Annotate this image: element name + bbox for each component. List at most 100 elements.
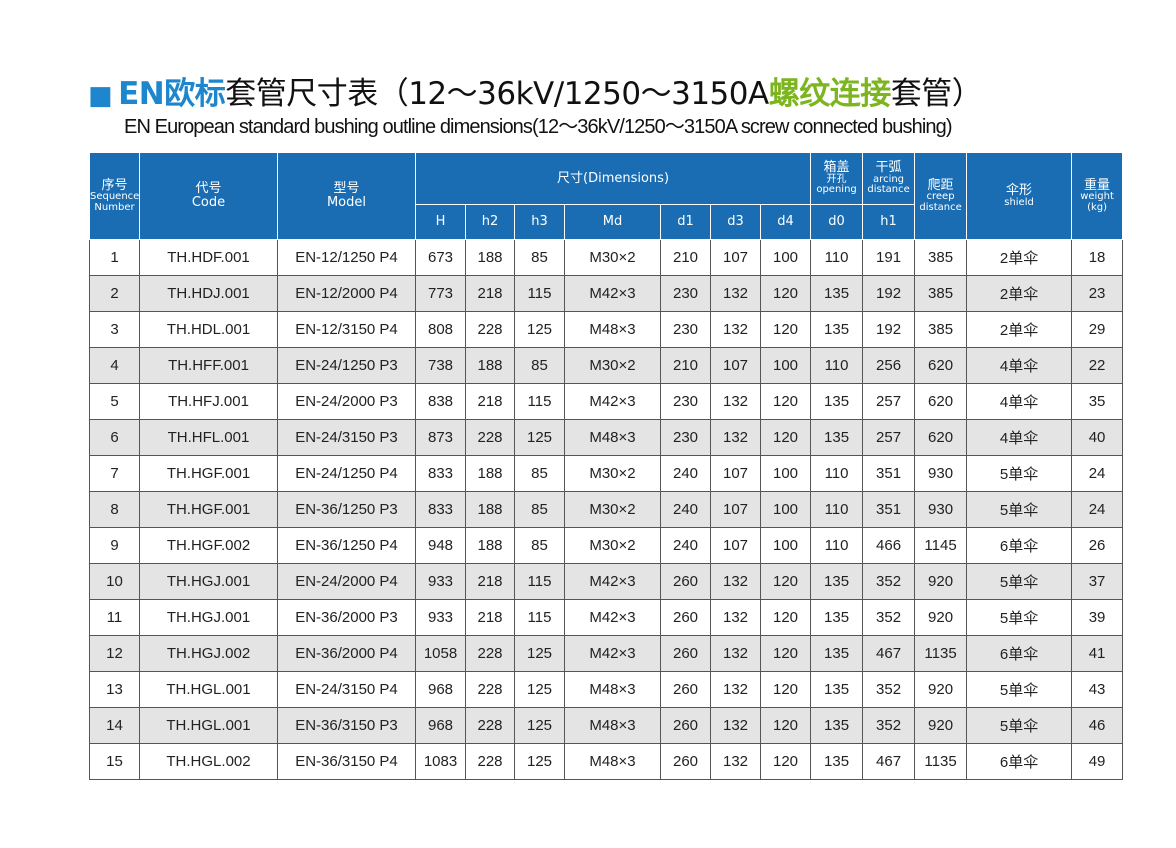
table-cell: M48×3 xyxy=(564,671,661,708)
table-cell: 191 xyxy=(862,239,916,276)
table-cell: 3 xyxy=(89,311,140,348)
table-cell: 132 xyxy=(710,599,761,636)
table-cell: 125 xyxy=(514,671,565,708)
title-suffix: 套管） xyxy=(890,76,983,112)
table-cell: 5单伞 xyxy=(966,671,1073,708)
table-cell: M48×3 xyxy=(564,419,661,456)
table-cell: M48×3 xyxy=(564,707,661,744)
table-cell: TH.HDJ.001 xyxy=(139,275,278,312)
table-cell: 135 xyxy=(810,707,864,744)
table-cell: EN-36/2000 P3 xyxy=(277,599,416,636)
table-cell: 210 xyxy=(660,239,711,276)
table-cell: 385 xyxy=(914,311,968,348)
table-cell: 808 xyxy=(415,311,466,348)
header-text: distance xyxy=(867,184,910,196)
table-cell: 43 xyxy=(1071,671,1124,708)
table-cell: 5单伞 xyxy=(966,707,1073,744)
table-cell: 6单伞 xyxy=(966,743,1073,780)
table-cell: 920 xyxy=(914,599,968,636)
table-cell: 23 xyxy=(1071,275,1124,312)
table-row: 6 TH.HFL.001 EN-24/3150 P3 873 228 125 M48×3 23… xyxy=(89,419,1124,456)
table-cell: 240 xyxy=(660,527,711,564)
table-cell: 218 xyxy=(465,383,515,420)
table-cell: 135 xyxy=(810,383,864,420)
table-row: 7 TH.HGF.001 EN-24/1250 P4 833 188 85 M30×2 240… xyxy=(89,455,1124,492)
header-text: 代号 xyxy=(195,181,222,197)
table-cell: 135 xyxy=(810,743,864,780)
table-cell: TH.HGL.001 xyxy=(139,707,278,744)
table-cell: 228 xyxy=(465,707,515,744)
table-cell: 110 xyxy=(810,455,864,492)
header-text: 型号 xyxy=(333,181,360,197)
table-cell: 1083 xyxy=(415,743,466,780)
table-cell: 46 xyxy=(1071,707,1124,744)
table-cell: 125 xyxy=(514,707,565,744)
table-cell: 218 xyxy=(465,599,515,636)
table-cell: 228 xyxy=(465,419,515,456)
header-text: Sequence xyxy=(90,191,140,203)
subtitle: EN European standard bushing outline dim… xyxy=(124,116,952,138)
table-cell: 107 xyxy=(710,527,761,564)
table-cell: 260 xyxy=(660,707,711,744)
header-text: 序号 xyxy=(101,177,128,193)
title-main: 套管尺寸表（12～36kV/1250～3150A xyxy=(225,76,769,112)
header-cell: 序号 Sequence Number xyxy=(89,152,140,240)
table-cell: 230 xyxy=(660,275,711,312)
table-cell: 125 xyxy=(514,419,565,456)
table-cell: 773 xyxy=(415,275,466,312)
header-text: distance xyxy=(919,201,962,213)
table-row: 8 TH.HGF.001 EN-36/1250 P3 833 188 85 M30×2 240… xyxy=(89,491,1124,528)
table-cell: 115 xyxy=(514,599,565,636)
table-cell: EN-24/2000 P3 xyxy=(277,383,416,420)
table-cell: 135 xyxy=(810,275,864,312)
table-cell: TH.HFL.001 xyxy=(139,419,278,456)
sub-header-cell: H xyxy=(415,204,466,240)
table-cell: 37 xyxy=(1071,563,1124,600)
table-cell: 8 xyxy=(89,491,140,528)
table-row: 3 TH.HDL.001 EN-12/3150 P4 808 228 125 M48×3 23… xyxy=(89,311,1124,348)
table-cell: M30×2 xyxy=(564,455,661,492)
table-cell: 115 xyxy=(514,563,565,600)
table-cell: 260 xyxy=(660,599,711,636)
table-cell: 35 xyxy=(1071,383,1124,420)
table-cell: 135 xyxy=(810,635,864,672)
table-row: 2 TH.HDJ.001 EN-12/2000 P4 773 218 115 M42×3 23… xyxy=(89,275,1124,312)
table-cell: TH.HGL.001 xyxy=(139,671,278,708)
table-row: 5 TH.HFJ.001 EN-24/2000 P3 838 218 115 M42×3 23… xyxy=(89,383,1124,420)
table-cell: TH.HGF.001 xyxy=(139,491,278,528)
table-cell: EN-24/1250 P3 xyxy=(277,347,416,384)
table-cell: 228 xyxy=(465,635,515,672)
table-cell: 6 xyxy=(89,419,140,456)
title: ■ EN欧标套管尺寸表（12～36kV/1250～3150A螺纹连接套管） xyxy=(88,68,983,113)
table-cell: 125 xyxy=(514,635,565,672)
table-cell: 188 xyxy=(465,455,515,492)
header-text: 重量 xyxy=(1084,177,1111,193)
table-cell: 135 xyxy=(810,419,864,456)
table-cell: 466 xyxy=(862,527,916,564)
table-cell: 230 xyxy=(660,383,711,420)
table-cell: 120 xyxy=(759,383,812,420)
table-cell: 18 xyxy=(1071,239,1124,276)
table-row: 4 TH.HFF.001 EN-24/1250 P3 738 188 85 M30×2 210… xyxy=(89,347,1124,384)
table-cell: M42×3 xyxy=(564,383,661,420)
table-cell: 4单伞 xyxy=(966,419,1073,456)
table-cell: EN-12/1250 P4 xyxy=(277,239,416,276)
table-cell: 230 xyxy=(660,419,711,456)
sub-header-cell: Md xyxy=(564,204,661,240)
table-cell: EN-24/1250 P4 xyxy=(277,455,416,492)
table-cell: 5单伞 xyxy=(966,563,1073,600)
table-cell: 192 xyxy=(862,275,916,312)
table-cell: TH.HGF.002 xyxy=(139,527,278,564)
table-cell: 125 xyxy=(514,743,565,780)
table-cell: 5 xyxy=(89,383,140,420)
table-cell: 351 xyxy=(862,491,916,528)
table-cell: 948 xyxy=(415,527,466,564)
table-cell: 920 xyxy=(914,671,968,708)
table-cell: M48×3 xyxy=(564,743,661,780)
table-cell: 2单伞 xyxy=(966,275,1073,312)
table-row: 13 TH.HGL.001 EN-24/3150 P4 968 228 125 M48×3 2… xyxy=(89,671,1124,708)
table-cell: 120 xyxy=(759,275,812,312)
table-cell: 738 xyxy=(415,347,466,384)
table-cell: 210 xyxy=(660,347,711,384)
